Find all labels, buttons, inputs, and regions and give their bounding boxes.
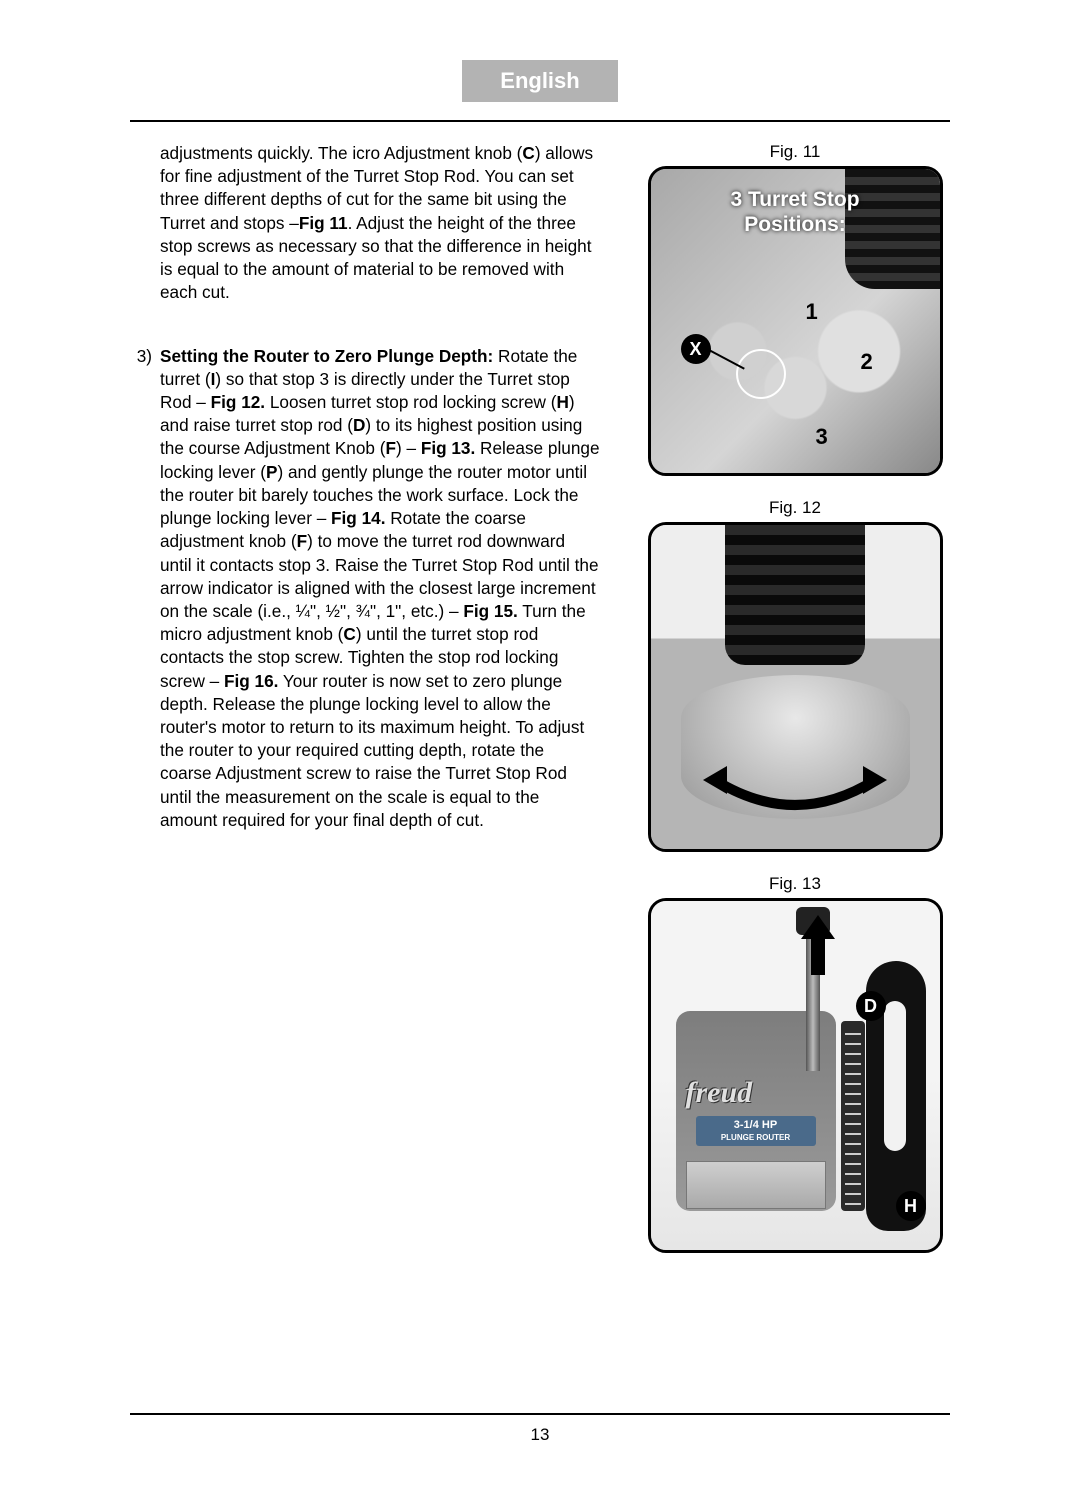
text: adjustments quickly. The icro Adjustment…	[160, 143, 522, 163]
text: ) –	[396, 438, 421, 458]
ref-H: H	[556, 392, 568, 412]
text: 3 Turret Stop	[730, 188, 859, 211]
text: Loosen turret stop rod locking screw (	[265, 392, 556, 412]
text: 3-1/4 HP	[734, 1119, 777, 1131]
ref-fig16: Fig 16.	[224, 671, 278, 691]
up-arrow-icon	[801, 915, 835, 980]
paragraph-continuation: adjustments quickly. The icro Adjustment…	[160, 142, 600, 305]
ref-fig11: Fig 11	[299, 213, 348, 233]
text: Your router is now set to zero plunge de…	[160, 671, 584, 830]
text: PLUNGE ROUTER	[721, 1133, 790, 1142]
fig13-plate	[686, 1161, 826, 1209]
item-body: Setting the Router to Zero Plunge Depth:…	[160, 345, 600, 833]
fig11-label-x: X	[681, 334, 711, 364]
fig12-label: Fig. 12	[769, 498, 821, 518]
fig13-label: Fig. 13	[769, 874, 821, 894]
fig13-scale	[841, 1021, 865, 1211]
ref-D: D	[353, 415, 365, 435]
ref-fig12: Fig 12.	[211, 392, 265, 412]
fig11: 3 Turret Stop Positions: X 1 2 3	[648, 166, 943, 476]
fig11-num-1: 1	[806, 299, 818, 325]
ref-C: C	[343, 624, 355, 644]
list-item-3: 3) Setting the Router to Zero Plunge Dep…	[130, 345, 600, 833]
fig11-num-3: 3	[816, 424, 828, 450]
ref-F: F	[385, 438, 396, 458]
page: English adjustments quickly. The icro Ad…	[0, 0, 1080, 1485]
text: Positions:	[744, 213, 846, 236]
fig13: freud 3-1/4 HP PLUNGE ROUTER D H	[648, 898, 943, 1253]
fig12-bellows	[725, 525, 865, 665]
ref-fig14: Fig 14.	[331, 508, 385, 528]
ref-C: C	[522, 143, 534, 163]
fig11-callout-ring	[736, 349, 786, 399]
figure-column: Fig. 11 3 Turret Stop Positions: X 1 2 3…	[640, 142, 950, 1413]
fig13-sublabel: 3-1/4 HP PLUNGE ROUTER	[696, 1116, 816, 1146]
language-tab: English	[462, 60, 617, 102]
fig13-logo: freud	[686, 1076, 753, 1110]
text-column: adjustments quickly. The icro Adjustment…	[130, 142, 600, 1413]
ref-P: P	[266, 462, 277, 482]
rotate-arrow-icon	[695, 760, 895, 820]
fig13-label-d: D	[856, 991, 886, 1021]
fig13-label-h: H	[896, 1191, 926, 1221]
item-number: 3)	[130, 345, 160, 833]
fig11-label: Fig. 11	[770, 142, 821, 162]
ref-fig13: Fig 13.	[421, 438, 475, 458]
content-area: adjustments quickly. The icro Adjustment…	[130, 122, 950, 1413]
ref-F: F	[297, 531, 308, 551]
fig11-title: 3 Turret Stop Positions:	[651, 187, 940, 237]
page-number: 13	[130, 1415, 950, 1445]
ref-fig15: Fig 15.	[463, 601, 517, 621]
fig11-num-2: 2	[861, 349, 873, 375]
item-title: Setting the Router to Zero Plunge Depth:	[160, 346, 493, 366]
fig12	[648, 522, 943, 852]
